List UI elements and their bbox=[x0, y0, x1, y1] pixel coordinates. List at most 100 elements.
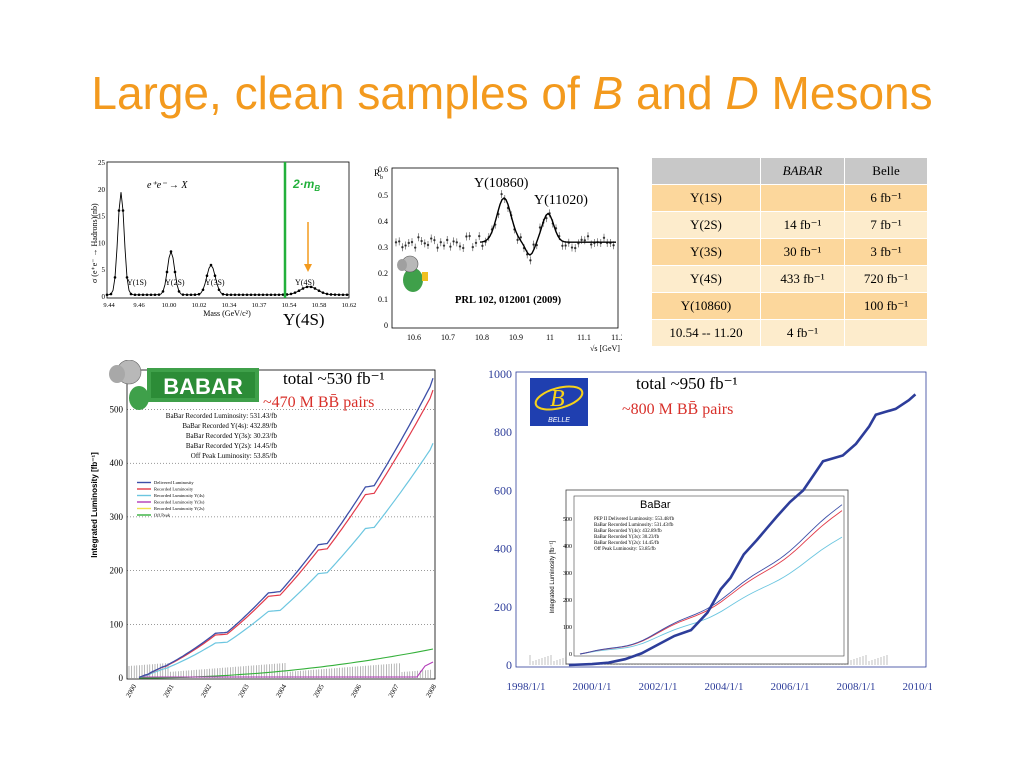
data-point bbox=[341, 293, 345, 297]
babar-ylabel: Integrated Luminosity [fb⁻¹] bbox=[90, 452, 99, 558]
data-point bbox=[265, 293, 269, 297]
data-point bbox=[301, 287, 305, 290]
data-point bbox=[205, 274, 209, 278]
belle-logo: B BELLE bbox=[530, 378, 588, 426]
data-point bbox=[273, 293, 277, 297]
data-point bbox=[439, 241, 443, 244]
legend-label: Off Peak bbox=[154, 513, 171, 518]
data-point bbox=[141, 293, 145, 297]
table-cell: 10.54 -- 11.20 bbox=[651, 319, 761, 347]
upsilon-scan-plot: σ (e⁺e⁻ → Hadrons)(nb) 25 20 15 10 5 0 9.44 9.… bbox=[87, 158, 367, 329]
tick-label: 10.00 bbox=[162, 302, 177, 309]
data-point bbox=[189, 293, 193, 297]
table-header-row: BABAR Belle bbox=[651, 157, 928, 185]
data-point bbox=[471, 245, 475, 249]
data-point bbox=[245, 293, 249, 297]
luminosity-table: BABAR Belle Υ(1S) 6 fb⁻¹ Υ(2S) 14 fb⁻¹ 7… bbox=[651, 157, 928, 347]
data-point bbox=[583, 239, 587, 242]
table-cell: 6 fb⁻¹ bbox=[844, 184, 928, 212]
data-point bbox=[125, 276, 129, 279]
data-point bbox=[181, 293, 185, 296]
tick-label: 10.8 bbox=[475, 333, 489, 342]
data-point bbox=[269, 293, 273, 297]
peak-label-3s: Υ(3S) bbox=[205, 278, 225, 287]
table-cell bbox=[844, 319, 928, 347]
slide-title: Large, clean samples of B and D Mesons bbox=[91, 67, 933, 119]
inset-stat-line: BaBar Recorded Y(4s): 432.89/fb bbox=[594, 529, 662, 534]
belle-pairs-label: ~800 M BB̄ pairs bbox=[622, 401, 733, 418]
data-point bbox=[519, 236, 523, 239]
table-header-babar: BABAR bbox=[760, 157, 845, 185]
data-point bbox=[325, 292, 329, 296]
table-cell: Υ(2S) bbox=[651, 211, 761, 239]
table-cell bbox=[760, 292, 845, 320]
tick-label: 800 bbox=[494, 425, 512, 439]
stat-line: BaBar Recorded Y(4s): 432.89/fb bbox=[182, 422, 277, 430]
upsilon-ylabel: σ (e⁺e⁻ → Hadrons)(nb) bbox=[90, 203, 99, 283]
tick-label: 0.2 bbox=[378, 269, 388, 278]
data-point bbox=[398, 240, 401, 243]
inset-stat-line: PEP II Delivered Luminosity: 553.48/fb bbox=[594, 517, 675, 522]
tick-label: 300 bbox=[110, 512, 124, 522]
data-point bbox=[445, 238, 449, 242]
arrow-head-icon bbox=[304, 264, 312, 272]
table-cell: 100 fb⁻¹ bbox=[844, 292, 928, 320]
tick-label: 9.44 bbox=[103, 302, 115, 309]
data-point bbox=[237, 293, 241, 297]
data-point bbox=[413, 246, 417, 249]
data-point bbox=[417, 236, 420, 239]
data-point bbox=[213, 274, 217, 278]
tick-label: 0 bbox=[569, 652, 572, 658]
data-point bbox=[313, 287, 317, 290]
data-point bbox=[161, 290, 165, 293]
tick-label: 11.1 bbox=[577, 333, 591, 342]
legend-label: Recorded Luminosity Y(3s) bbox=[154, 500, 205, 505]
data-point bbox=[426, 243, 430, 247]
data-point bbox=[201, 288, 205, 292]
data-point bbox=[185, 293, 189, 297]
tick-label: 10.37 bbox=[252, 302, 267, 309]
tick-label: 300 bbox=[563, 571, 572, 577]
data-point bbox=[105, 293, 109, 297]
tick-label: 9.46 bbox=[133, 302, 145, 309]
babar-elephant-icon bbox=[397, 255, 428, 292]
table-header-cell bbox=[651, 157, 761, 185]
data-point bbox=[137, 293, 141, 297]
data-point bbox=[401, 245, 404, 249]
tick-label: 11 bbox=[546, 333, 554, 342]
belle-total-label: total ~950 fb⁻¹ bbox=[636, 374, 738, 393]
table-cell: Υ(1S) bbox=[651, 184, 761, 212]
peak-label-4s: Υ(4S) bbox=[295, 278, 315, 287]
data-point bbox=[305, 285, 309, 289]
data-point bbox=[177, 290, 181, 293]
tick-label: 2005 bbox=[312, 683, 326, 700]
upsilon-process-label: e⁺e⁻ → X bbox=[147, 180, 188, 191]
rb-reference: PRL 102, 012001 (2009) bbox=[455, 295, 562, 306]
data-point bbox=[153, 293, 157, 297]
data-point bbox=[209, 263, 213, 267]
table-header-belle: Belle bbox=[844, 157, 928, 185]
data-point bbox=[117, 209, 121, 212]
tick-label: 200 bbox=[494, 600, 512, 614]
tick-label: 2004/1/1 bbox=[704, 681, 743, 693]
tick-label: 0.1 bbox=[378, 295, 388, 304]
tick-label: 10.9 bbox=[509, 333, 523, 342]
tick-label: 2004 bbox=[274, 683, 288, 700]
data-point bbox=[452, 240, 455, 243]
data-point bbox=[564, 244, 567, 247]
tick-label: 0.4 bbox=[378, 217, 388, 226]
data-point bbox=[345, 293, 349, 297]
data-point bbox=[241, 293, 245, 297]
data-point bbox=[423, 242, 426, 245]
tick-label: 11.2 bbox=[611, 333, 622, 342]
data-point bbox=[500, 192, 503, 196]
table-cell: 14 fb⁻¹ bbox=[760, 211, 845, 239]
data-point bbox=[253, 293, 257, 297]
data-point bbox=[532, 243, 535, 246]
data-point bbox=[458, 245, 462, 248]
data-point bbox=[442, 244, 446, 247]
tick-label: 10.58 bbox=[312, 302, 327, 309]
tick-label: 400 bbox=[110, 458, 124, 468]
data-point bbox=[590, 243, 593, 246]
tick-label: 200 bbox=[110, 566, 124, 576]
